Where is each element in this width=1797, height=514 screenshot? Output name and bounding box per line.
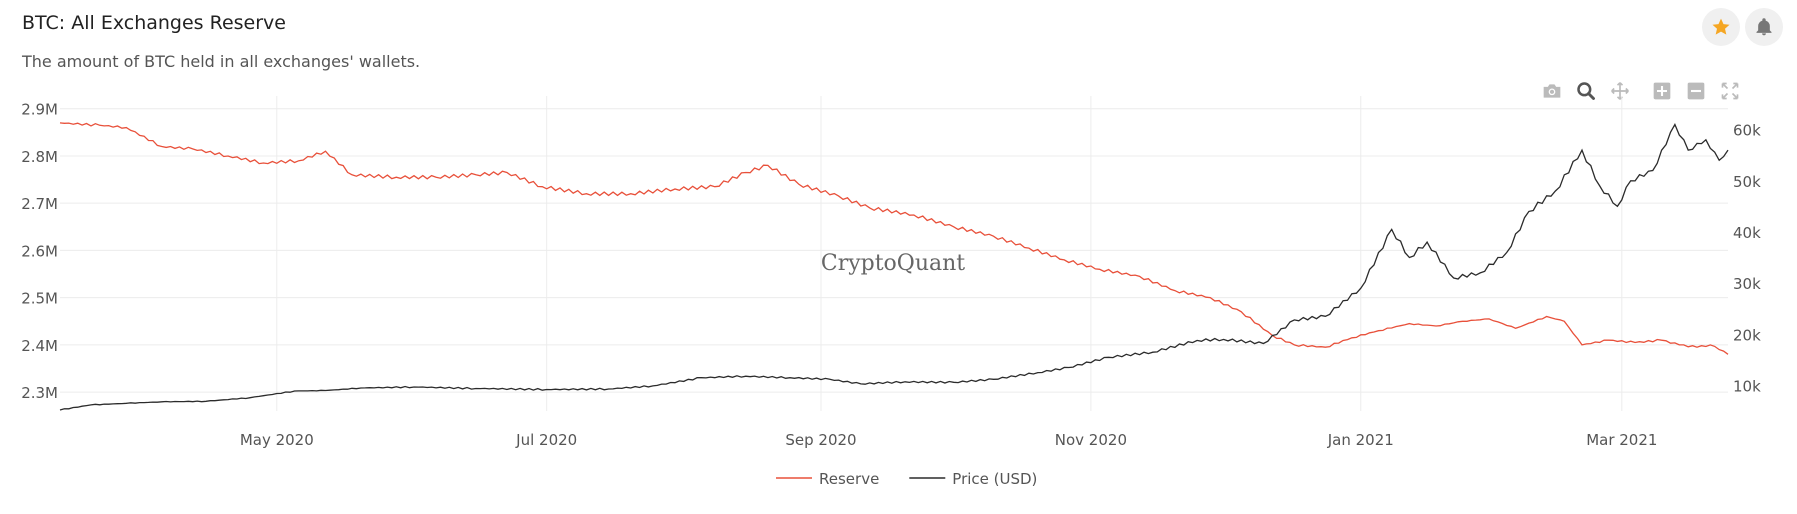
y-left-tick-label: 2.8M xyxy=(21,148,58,166)
y-left-tick-label: 2.6M xyxy=(21,242,58,260)
x-tick-label: Nov 2020 xyxy=(1055,431,1127,449)
x-tick-label: Mar 2021 xyxy=(1586,431,1657,449)
legend-label: Price (USD) xyxy=(952,470,1037,488)
page-subtitle: The amount of BTC held in all exchanges'… xyxy=(22,52,421,71)
y-right-tick-label: 30k xyxy=(1733,275,1761,293)
zoom-out-button[interactable] xyxy=(1685,80,1707,102)
legend-label: Reserve xyxy=(819,470,879,488)
y-right-tick-label: 40k xyxy=(1733,224,1761,242)
watermark: CryptoQuant xyxy=(821,251,965,276)
y-left-tick-label: 2.3M xyxy=(21,384,58,402)
y-left-tick-label: 2.4M xyxy=(21,337,58,355)
x-tick-label: Jul 2020 xyxy=(515,431,577,449)
notification-button[interactable] xyxy=(1745,8,1783,46)
chart-legend[interactable]: Reserve Price (USD) xyxy=(776,470,1037,488)
series-line-price-usd xyxy=(59,123,1729,411)
y-left-tick-label: 2.5M xyxy=(21,290,58,308)
pan-icon xyxy=(1611,82,1629,100)
star-icon xyxy=(1712,18,1730,35)
zoom-in-button[interactable] xyxy=(1651,80,1673,102)
favorite-button[interactable] xyxy=(1702,8,1740,46)
x-tick-label: May 2020 xyxy=(240,431,314,449)
x-tick-label: Jan 2021 xyxy=(1327,431,1394,449)
x-tick-label: Sep 2020 xyxy=(785,431,856,449)
pan-button[interactable] xyxy=(1609,80,1631,102)
y-left-tick-label: 2.7M xyxy=(21,195,58,213)
chart-toolbar xyxy=(1541,80,1741,102)
y-left-tick-label: 2.9M xyxy=(21,101,58,119)
y-right-tick-label: 20k xyxy=(1733,326,1761,344)
y-right-tick-label: 10k xyxy=(1733,377,1761,395)
y-right-tick-label: 60k xyxy=(1733,122,1761,140)
chart-series xyxy=(59,122,1729,411)
download-plot-button[interactable] xyxy=(1541,80,1563,102)
autoscale-button[interactable] xyxy=(1719,80,1741,102)
page-title: BTC: All Exchanges Reserve xyxy=(22,12,286,34)
zoom-icon xyxy=(1577,82,1595,100)
autoscale-icon xyxy=(1721,82,1739,100)
series-line-reserve xyxy=(59,122,1729,355)
zoom-out-icon xyxy=(1687,82,1705,100)
zoom-button[interactable] xyxy=(1575,80,1597,102)
y-right-tick-label: 50k xyxy=(1733,173,1761,191)
chart-grid xyxy=(60,96,1728,411)
bell-icon xyxy=(1756,18,1772,36)
zoom-in-icon xyxy=(1653,82,1671,100)
camera-icon xyxy=(1543,84,1561,98)
chart-axes: 2.3M 2.4M 2.5M 2.6M 2.7M 2.8M 2.9M 10k 20k 30k 40k… xyxy=(21,101,1761,449)
